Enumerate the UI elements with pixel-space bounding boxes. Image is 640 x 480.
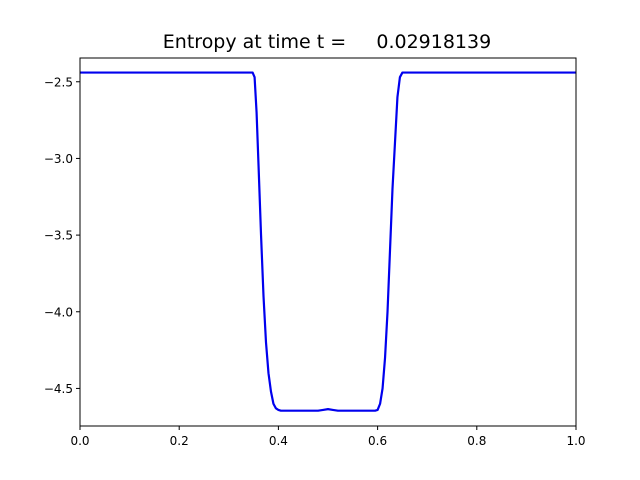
y-tick-label: −3.0 <box>44 152 73 166</box>
x-tick-label: 0.6 <box>368 434 387 448</box>
x-tick-label: 0.8 <box>467 434 486 448</box>
x-tick-label: 0.4 <box>269 434 288 448</box>
plot-area <box>80 58 576 426</box>
series-line-0 <box>80 71 576 412</box>
series-layer <box>80 71 576 412</box>
y-tick-label: −3.5 <box>44 229 73 243</box>
x-axis: 0.0 0.2 0.4 0.6 0.8 1.0 <box>70 426 586 448</box>
x-tick-label: 0.0 <box>70 434 89 448</box>
chart-title: Entropy at time t = 0.02918139 <box>163 31 491 53</box>
x-tick-label: 1.0 <box>566 434 585 448</box>
y-axis: −2.5 −3.0 −3.5 −4.0 −4.5 <box>44 75 80 396</box>
axes-frame <box>79 57 577 427</box>
y-tick-label: −2.5 <box>44 75 73 89</box>
y-tick-label: −4.0 <box>44 305 73 319</box>
x-tick-label: 0.2 <box>170 434 189 448</box>
y-tick-label: −4.5 <box>44 382 73 396</box>
